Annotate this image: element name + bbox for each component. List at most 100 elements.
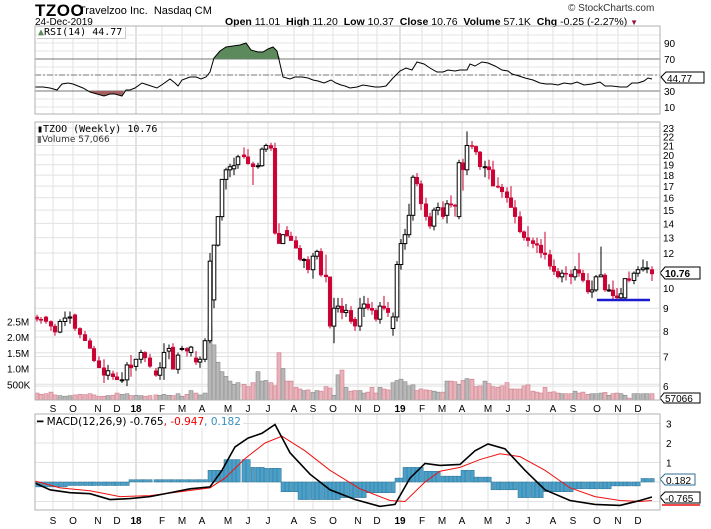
histogram-bar	[335, 481, 341, 500]
volume-bar	[414, 390, 420, 401]
volume-bar	[547, 391, 553, 401]
volume-bar	[435, 391, 441, 401]
histogram-bar	[305, 481, 311, 500]
histogram-bar	[452, 475, 458, 483]
volume-axis-label: 2.5M	[7, 317, 29, 328]
candle-body	[57, 320, 63, 333]
histogram-bar	[184, 479, 190, 483]
low-label: Low	[343, 16, 365, 28]
histogram-bar	[482, 476, 488, 483]
candle-body	[184, 348, 190, 352]
x-axis-label: 19	[394, 404, 406, 415]
candle-body	[580, 272, 586, 281]
volume-bar	[179, 395, 185, 401]
close-label: Close	[399, 16, 429, 28]
volume-axis-label: 1.0M	[7, 365, 29, 376]
candle-body	[525, 237, 531, 241]
price-axis-label: 23	[663, 124, 675, 135]
x-axis-label: M	[438, 404, 446, 415]
down-arrow-icon: ▼	[630, 18, 639, 27]
x-axis-label: A	[550, 516, 557, 527]
volume-bar	[197, 394, 203, 401]
x-axis-label: 18	[130, 404, 142, 415]
candle-body	[357, 307, 363, 327]
histogram-bar	[614, 481, 620, 487]
x-axis-label: S	[570, 404, 577, 415]
volume-bar	[525, 384, 531, 401]
candle-body	[631, 272, 637, 281]
volume-bar	[235, 382, 241, 401]
histogram-bar	[598, 481, 604, 490]
histogram-bar	[521, 481, 527, 498]
histogram-bar	[390, 481, 396, 493]
volume-bar	[348, 390, 354, 401]
candle-body	[486, 166, 492, 171]
volume-bar	[499, 385, 505, 401]
x-axis-label: A	[291, 404, 298, 415]
candle-body	[82, 334, 88, 341]
histogram-bar	[618, 481, 624, 487]
volume-bar	[318, 390, 324, 401]
candle-body	[649, 269, 655, 275]
volume-bar	[427, 390, 433, 401]
candle-body	[460, 162, 466, 171]
candle-body	[193, 357, 199, 363]
volume-bar	[314, 390, 320, 401]
rsi-overbought-fill	[212, 43, 280, 59]
volume-bar	[331, 394, 337, 401]
candle-body	[555, 271, 561, 278]
volume-bar	[297, 388, 303, 401]
histogram-bar	[280, 481, 286, 492]
volume-bar	[105, 395, 111, 401]
candle-body	[301, 258, 307, 261]
volume-bar	[339, 369, 345, 401]
panel-frame	[34, 413, 661, 511]
candle-body	[512, 207, 518, 217]
volume-bar	[48, 391, 54, 401]
histogram-bar	[464, 470, 470, 483]
histogram-bar	[640, 478, 646, 483]
histogram-bar	[72, 481, 78, 486]
volume-bar	[593, 393, 599, 401]
histogram-bar	[649, 478, 655, 483]
histogram-bar	[517, 481, 523, 498]
candle-body	[153, 370, 159, 376]
candle-body	[369, 307, 375, 311]
volume-bar	[38, 394, 44, 401]
candle-body	[241, 154, 247, 158]
x-axis-label: M	[178, 404, 186, 415]
volume-bar	[490, 386, 496, 401]
panel-frame	[34, 25, 661, 115]
candle-body	[128, 364, 134, 369]
x-axis-label: A	[459, 404, 466, 415]
volume-bar	[305, 389, 311, 401]
candle-body	[119, 379, 125, 382]
histogram-bar	[626, 481, 632, 487]
macd-legend: ━ MACD(12,26,9) -0.765, -0.947, 0.182	[37, 416, 243, 428]
candle-body	[427, 216, 433, 227]
volume-bar	[538, 392, 544, 401]
x-axis-label: 18	[130, 516, 142, 527]
x-axis-label: S	[310, 404, 317, 415]
histogram-bar	[288, 481, 294, 492]
histogram-value: 0.182	[210, 416, 241, 428]
candle-body	[38, 318, 44, 321]
histogram-bar	[508, 481, 514, 491]
histogram-bar	[486, 476, 492, 483]
candle-body	[72, 314, 78, 329]
x-axis-label: A	[199, 404, 206, 415]
volume-bar	[551, 391, 557, 401]
volume-bar	[423, 389, 429, 401]
histogram-bar	[110, 481, 116, 486]
price-axis-label: 21	[663, 141, 675, 152]
histogram-bar	[255, 467, 261, 483]
candle-body	[339, 305, 345, 313]
svg-text:57066: 57066	[665, 394, 693, 405]
candle-body	[559, 272, 565, 278]
volume-value-tag: 57066	[659, 392, 701, 405]
candle-body	[255, 165, 261, 168]
candle-body	[490, 169, 496, 187]
volume-bar	[82, 394, 88, 401]
open-label: Open	[225, 16, 252, 28]
rsi-mountain-icon: ▲	[38, 27, 45, 38]
